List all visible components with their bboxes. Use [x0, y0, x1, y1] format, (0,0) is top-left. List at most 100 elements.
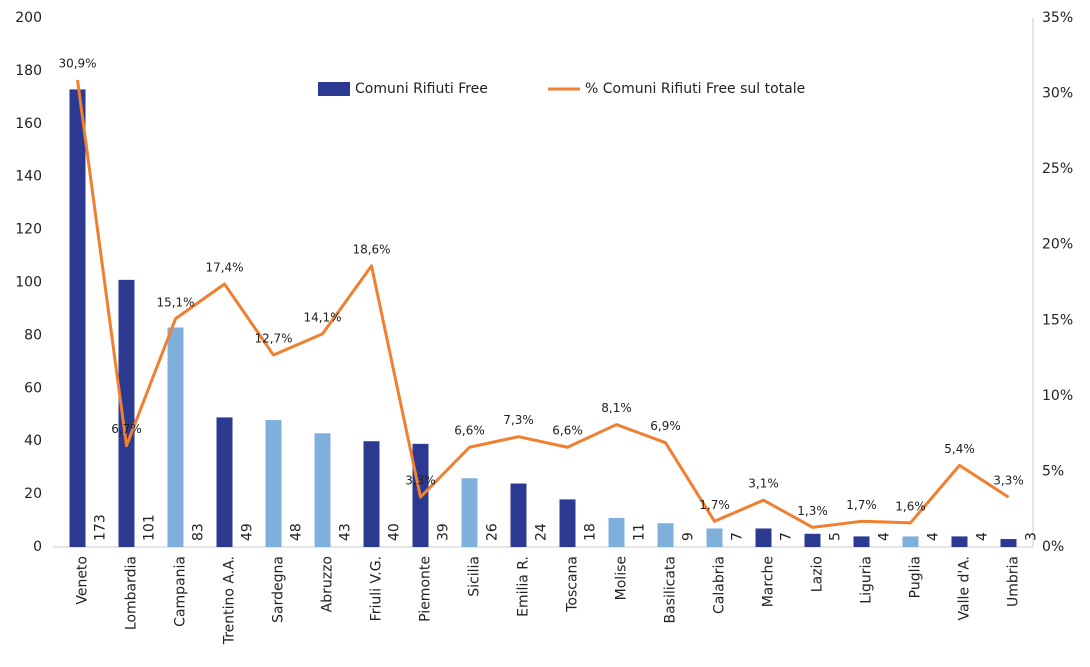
y-tick-label: 0: [33, 539, 42, 555]
x-tick-label: Abruzzo: [320, 556, 336, 612]
bar-value-label: 9: [681, 532, 697, 541]
line: [76, 79, 1010, 529]
bar-value-label: 5: [828, 532, 844, 541]
bar: [1000, 539, 1017, 547]
bar: [118, 279, 135, 547]
line-value-label: 30,9%: [58, 56, 96, 70]
y2-tick-label: 35%: [1042, 10, 1073, 26]
x-tick-label: Veneto: [75, 556, 91, 605]
y-tick-label: 120: [15, 222, 42, 238]
x-tick-label: Calabria: [712, 556, 728, 614]
bar: [216, 417, 233, 547]
bar: [755, 528, 772, 547]
y-tick-label: 100: [15, 275, 42, 291]
x-tick-label: Lazio: [810, 556, 826, 592]
line-value-label: 12,7%: [254, 332, 292, 346]
bar-value-label: 24: [534, 523, 550, 541]
bar: [951, 536, 968, 547]
y-tick-label: 80: [24, 327, 42, 343]
x-tick-label: Umbria: [1006, 556, 1022, 607]
x-tick-label: Basilicata: [663, 556, 679, 624]
y2-tick-label: 10%: [1042, 388, 1073, 404]
bar-value-label: 40: [387, 523, 403, 541]
line-value-label: 3,3%: [993, 474, 1024, 488]
line-value-label: 6,7%: [111, 422, 142, 436]
x-tick-label: Puglia: [908, 556, 924, 598]
bar: [706, 528, 723, 547]
y2-tick-label: 30%: [1042, 86, 1073, 102]
bar-value-label: 7: [779, 532, 795, 541]
bar-value-label: 4: [975, 532, 991, 541]
y2-tick-label: 5%: [1042, 463, 1064, 479]
x-tick-label: Sicilia: [467, 556, 483, 597]
bar: [804, 533, 821, 547]
x-tick-label: Sardegna: [271, 556, 287, 623]
x-tick-label: Molise: [614, 556, 630, 600]
bar: [902, 536, 919, 547]
line-value-label: 6,6%: [552, 424, 583, 438]
bar-value-label: 3: [1024, 532, 1040, 541]
bar: [608, 517, 625, 547]
bar-value-label: 11: [632, 523, 648, 541]
bar: [657, 523, 674, 547]
bar-value-label: 4: [926, 532, 942, 541]
bar: [853, 536, 870, 547]
line-value-label: 7,3%: [503, 413, 534, 427]
y2-tick-label: 15%: [1042, 312, 1073, 328]
x-tick-label: Campania: [173, 556, 189, 627]
bar-value-label: 39: [436, 523, 452, 541]
line-value-label: 18,6%: [352, 242, 390, 256]
line-value-label: 6,6%: [454, 424, 485, 438]
x-tick-label: Toscana: [565, 556, 581, 613]
line-value-label: 3,3%: [405, 474, 436, 488]
bar: [510, 483, 527, 547]
line-value-label: 1,3%: [797, 504, 828, 518]
line-value-label: 1,7%: [846, 498, 877, 512]
x-tick-label: Marche: [761, 556, 777, 607]
bar-value-label: 83: [191, 523, 207, 541]
legend-swatch: [318, 82, 350, 96]
bar-value-label: 101: [142, 514, 158, 541]
bar-value-label: 173: [93, 514, 109, 541]
legend-label: % Comuni Rifiuti Free sul totale: [585, 81, 805, 97]
y2-tick-label: 20%: [1042, 237, 1073, 253]
bar-value-label: 26: [485, 523, 501, 541]
bar: [167, 327, 184, 547]
line-value-label: 1,7%: [699, 498, 730, 512]
bar-value-label: 18: [583, 523, 599, 541]
x-tick-label: Valle d'A.: [957, 556, 973, 620]
bar-value-label: 49: [240, 523, 256, 541]
y-tick-label: 160: [15, 116, 42, 132]
x-tick-label: Emilia R.: [516, 556, 532, 617]
y2-tick-label: 25%: [1042, 161, 1073, 177]
y-tick-label: 200: [15, 10, 42, 26]
bar: [69, 89, 86, 547]
y-tick-label: 140: [15, 169, 42, 185]
line-value-label: 1,6%: [895, 499, 926, 513]
bar-value-label: 48: [289, 523, 305, 541]
line-value-label: 5,4%: [944, 442, 975, 456]
line-value-label: 3,1%: [748, 477, 779, 491]
x-tick-label: Lombardia: [124, 556, 140, 630]
bar: [461, 478, 478, 547]
legend-label: Comuni Rifiuti Free: [355, 81, 488, 97]
line-value-label: 17,4%: [205, 261, 243, 275]
bar-value-label: 4: [877, 532, 893, 541]
bar-value-label: 43: [338, 523, 354, 541]
x-tick-label: Piemonte: [418, 556, 434, 622]
line-value-label: 6,9%: [650, 419, 681, 433]
bar: [363, 441, 380, 547]
y2-tick-label: 0%: [1042, 539, 1064, 555]
bar: [559, 499, 576, 547]
x-tick-label: Liguria: [859, 556, 875, 604]
y-tick-label: 40: [24, 433, 42, 449]
y-tick-label: 180: [15, 63, 42, 79]
line-value-label: 15,1%: [156, 295, 194, 309]
y-tick-label: 60: [24, 380, 42, 396]
bar: [314, 433, 331, 547]
x-tick-label: Friuli V.G.: [369, 556, 385, 621]
line-value-label: 8,1%: [601, 401, 632, 415]
bar-value-label: 7: [730, 532, 746, 541]
line-value-label: 14,1%: [303, 310, 341, 324]
